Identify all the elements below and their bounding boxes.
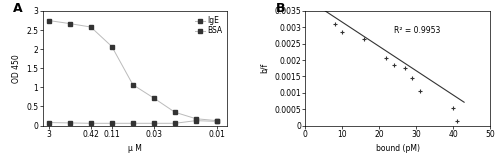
Legend: IgE, BSA: IgE, BSA	[194, 15, 224, 37]
Text: A: A	[13, 2, 22, 15]
Text: R² = 0.9953: R² = 0.9953	[394, 26, 440, 35]
X-axis label: bound (pM): bound (pM)	[376, 144, 420, 153]
Y-axis label: OD 450: OD 450	[12, 54, 20, 83]
Text: B: B	[276, 2, 285, 15]
X-axis label: μ M: μ M	[128, 144, 142, 153]
Y-axis label: b/f: b/f	[260, 63, 268, 73]
